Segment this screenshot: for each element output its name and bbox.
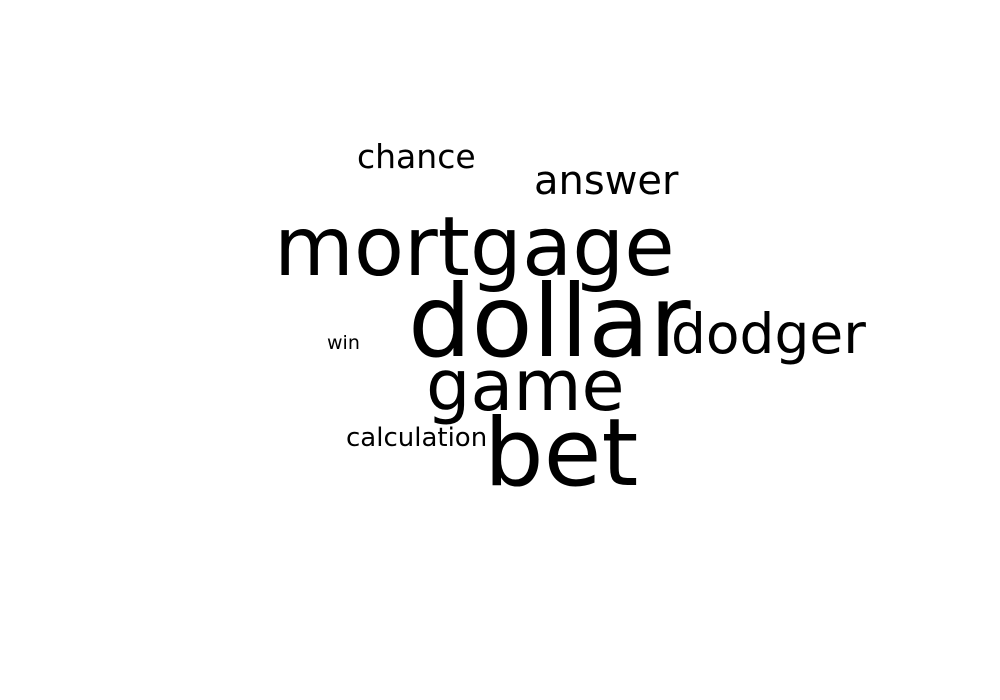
word-bet: bet — [484, 399, 639, 508]
word-dollar: dollar — [408, 263, 691, 380]
word-calculation: calculation — [346, 423, 488, 453]
word-chance: chance — [357, 137, 476, 176]
word-answer: answer — [534, 158, 679, 204]
word-win: win — [327, 332, 360, 354]
word-game: game — [426, 345, 625, 427]
word-mortgage: mortgage — [274, 200, 675, 295]
word-dodger: dodger — [671, 302, 866, 366]
